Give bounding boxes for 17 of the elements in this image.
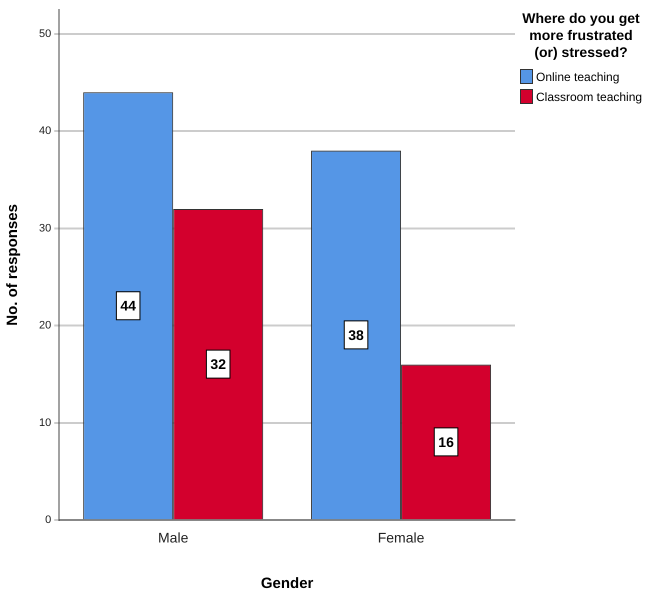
y-tick-label: 20 [38, 320, 52, 332]
legend-label: Online teaching [536, 70, 620, 84]
y-tick-label: 40 [38, 125, 52, 138]
x-tick-label: Female [378, 529, 425, 546]
data-label: 38 [348, 326, 364, 343]
data-label: 44 [120, 298, 136, 314]
y-axis-title: No. of responses [4, 204, 22, 326]
data-label: 32 [210, 356, 226, 372]
legend-label: Classroom teaching [536, 90, 642, 104]
y-tick-label: 10 [38, 416, 52, 429]
x-tick-label: Male [158, 529, 189, 546]
y-tick-label: 30 [38, 222, 52, 234]
y-tick-label: 50 [38, 28, 52, 40]
y-tick-label: 0 [45, 514, 52, 526]
x-axis-title: Gender [260, 575, 314, 592]
legend-title: Where do you get more frustrated (or) stressed? [521, 10, 641, 61]
data-label: 16 [438, 434, 454, 450]
